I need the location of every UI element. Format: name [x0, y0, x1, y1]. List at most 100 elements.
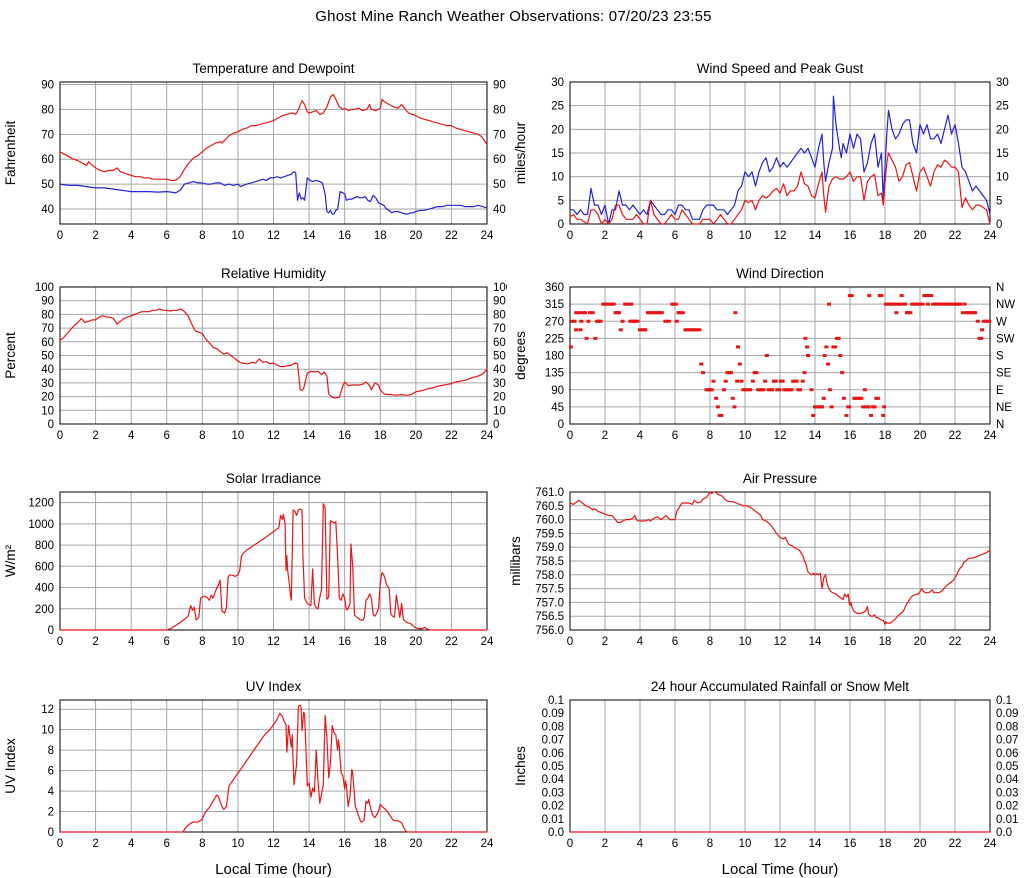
y-axis-label: miles/hour [513, 121, 528, 184]
x-tick-label: 14 [809, 636, 822, 648]
x-tick-label: 22 [949, 636, 962, 648]
y-tick-label-right: 90 [493, 296, 506, 308]
data-point [861, 405, 866, 409]
x-tick-label: 10 [232, 230, 245, 242]
data-point [620, 319, 625, 323]
data-point [876, 396, 880, 400]
y-tick-label-right: 90 [493, 79, 506, 91]
data-point [618, 328, 623, 332]
y-tick-label: 80 [41, 104, 54, 116]
data-point [806, 354, 810, 357]
x-tick-label: 4 [637, 636, 644, 648]
chart-title: Air Pressure [743, 471, 817, 486]
y-tick-label: 0.08 [542, 721, 564, 733]
data-point [578, 328, 583, 332]
data-point [584, 336, 589, 340]
data-point [841, 396, 846, 400]
x-tick-label: 18 [879, 838, 892, 850]
x-tick-label: 4 [637, 838, 644, 850]
y-axis-label: degrees [513, 331, 528, 380]
x-tick-label: 2 [602, 838, 608, 850]
plot-border [569, 491, 991, 631]
y-tick-label: 70 [41, 129, 54, 141]
x-tick-label: 0 [567, 838, 573, 850]
data-point [719, 413, 724, 417]
x-tick-label: 12 [267, 230, 280, 242]
y-tick-label-right: 0 [493, 419, 499, 431]
x-tick-label: 10 [739, 838, 752, 850]
data-point [840, 371, 845, 375]
y-tick-label: 40 [41, 204, 54, 216]
peak-gust-line [569, 95, 991, 225]
y-tick-label: 0.1 [548, 695, 564, 707]
x-tick-label: 22 [445, 430, 458, 442]
y-tick-label: 50 [41, 179, 54, 191]
y-tick-label: 756.5 [535, 611, 564, 623]
y-tick-label: 6 [48, 766, 54, 778]
y-tick-label: 4 [48, 786, 55, 798]
y-tick-label: 15 [551, 148, 564, 160]
x-tick-label: 24 [984, 230, 997, 242]
data-point [673, 302, 678, 306]
y-axis-label: W/m² [3, 544, 18, 577]
y-tick-label: 270 [545, 316, 564, 328]
y-tick-label-right: 100 [493, 282, 507, 294]
data-point [736, 345, 740, 349]
data-point [730, 396, 735, 400]
x-tick-label: 0 [567, 230, 573, 242]
x-tick-label: 20 [914, 838, 927, 850]
data-point [733, 311, 738, 315]
x-tick-label: 2 [602, 430, 608, 442]
data-point [962, 302, 967, 306]
y-tick-label: 50 [41, 351, 54, 363]
y-tick-label: 0.0 [548, 827, 564, 839]
data-point [929, 294, 934, 298]
y-tick-label-right: 10 [996, 172, 1009, 184]
y-tick-label: 1200 [28, 498, 54, 510]
y-tick-label: 5 [558, 195, 564, 207]
y-tick-label: 759.0 [535, 542, 564, 554]
x-tick-label: 2 [92, 636, 98, 648]
plot-border [569, 81, 991, 225]
data-point [770, 388, 775, 392]
y-tick-label: 759.5 [535, 528, 564, 540]
x-tick-label: 8 [199, 430, 205, 442]
data-point [699, 362, 704, 366]
x-tick-label: 2 [92, 430, 98, 442]
y-tick-label: 756.0 [535, 625, 564, 637]
y-tick-label: 30 [41, 378, 54, 390]
humidity-line [59, 308, 488, 399]
data-point [827, 302, 831, 306]
y-tick-label-right: NE [996, 402, 1012, 414]
y-tick-label: 60 [41, 154, 54, 166]
x-tick-label: 14 [303, 838, 316, 850]
data-point [897, 302, 902, 306]
y-tick-label: 0.03 [542, 787, 564, 799]
data-point [582, 311, 587, 315]
data-point [798, 388, 803, 392]
y-axis-label: Fahrenheit [3, 120, 18, 185]
y-tick-label: 757.0 [535, 597, 564, 609]
y-tick-label-right: 0.05 [996, 761, 1018, 773]
x-tick-label: 12 [774, 838, 787, 850]
chart-rainfall: 0.0 0.00.01 0.010.02 0.020.03 0.030.04 0.040.… [513, 679, 1019, 878]
y-tick-label-right: 70 [493, 129, 506, 141]
y-tick-label-right: 25 [996, 101, 1009, 113]
y-tick-label: 760.5 [535, 501, 564, 513]
y-tick-label-right: 0.01 [996, 814, 1018, 826]
y-tick-label: 90 [41, 296, 54, 308]
data-point [847, 405, 852, 409]
data-point [958, 302, 963, 306]
x-tick-label: 20 [914, 636, 927, 648]
data-point [711, 379, 716, 383]
data-point [789, 388, 794, 392]
x-tick-label: 16 [338, 230, 351, 242]
x-tick-label: 16 [844, 230, 857, 242]
x-tick-label: 12 [774, 636, 787, 648]
x-tick-label: 8 [199, 636, 205, 648]
y-tick-label-right: 60 [493, 154, 506, 166]
x-tick-label: 22 [949, 230, 962, 242]
x-tick-label: 6 [164, 636, 170, 648]
